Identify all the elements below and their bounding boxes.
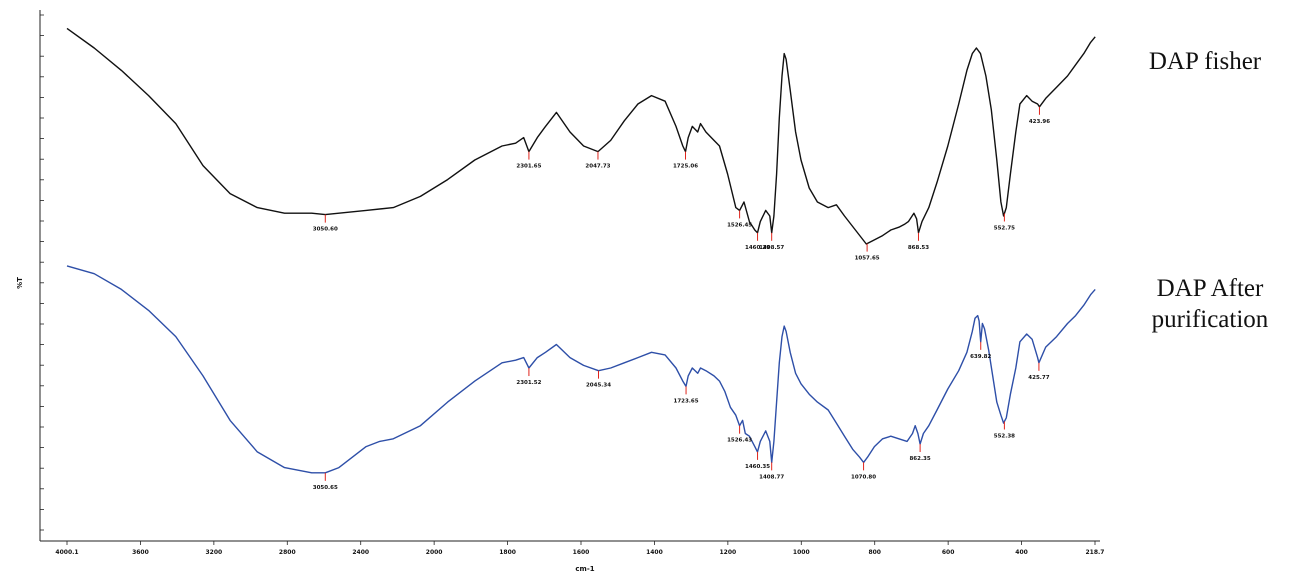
x-tick-label: 3600	[132, 549, 149, 556]
x-tick-label: 400	[1015, 549, 1028, 556]
legend-label-dap-after-purification: DAP After purification	[1130, 273, 1290, 335]
peak-label: 2047.73	[585, 164, 610, 170]
series-line-dap-fisher	[66, 27, 1096, 245]
peak-label: 639.82	[970, 354, 991, 360]
chart-peak-annotations: 3050.60 2301.65 2047.73 1725.06 1526.45 1460.…	[313, 106, 1050, 491]
y-axis-label: %T	[16, 277, 24, 289]
x-tick-label: 4000.1	[55, 549, 78, 556]
x-tick-label: 1800	[499, 549, 516, 556]
chart-curves	[66, 27, 1096, 474]
x-tick-label: 2800	[279, 549, 296, 556]
x-tick-label: 600	[942, 549, 955, 556]
peak-label: 1460.29	[745, 245, 770, 251]
peak-label: 3050.60	[313, 227, 338, 233]
peak-label: 552.75	[994, 225, 1015, 231]
x-tick-label: 218.7	[1086, 549, 1105, 556]
legend-text-after-line2: purification	[1151, 306, 1269, 333]
peak-label: 1526.45	[727, 222, 752, 228]
peak-label: 552.38	[994, 433, 1015, 439]
peak-label: 423.96	[1029, 119, 1050, 125]
peak-label: 1725.06	[673, 164, 698, 170]
peak-label: 1526.43	[727, 438, 752, 444]
legend-text-dap-fisher: DAP fisher	[1148, 48, 1262, 75]
chart-x-ticks: 4000.1 3600 3200 2800 2400 2000 1800 1600 1400 12…	[55, 541, 1104, 556]
peak-label: 862.35	[909, 456, 930, 462]
x-tick-label: 1000	[793, 549, 810, 556]
peak-label: 2301.52	[516, 380, 541, 386]
x-axis-label: cm-1	[575, 565, 594, 573]
peak-label: 2301.65	[516, 164, 541, 170]
x-tick-label: 1600	[573, 549, 590, 556]
x-tick-label: 1400	[646, 549, 663, 556]
legend-label-dap-fisher: DAP fisher	[1120, 46, 1290, 77]
peak-label: 1460.35	[745, 464, 770, 470]
x-tick-label: 3200	[206, 549, 223, 556]
peak-label: 1070.80	[851, 474, 876, 480]
series-line-dap-after-purification	[66, 265, 1096, 474]
peak-label: 1723.65	[674, 398, 699, 404]
x-tick-label: 2000	[426, 549, 443, 556]
chart-axes	[39, 10, 1100, 542]
x-tick-label: 2400	[352, 549, 369, 556]
x-tick-label: 800	[868, 549, 881, 556]
peak-label: 1057.65	[855, 256, 880, 262]
x-tick-label: 1200	[720, 549, 737, 556]
peak-label: 868.53	[908, 245, 929, 251]
peak-label: 1408.57	[759, 245, 784, 251]
peak-label: 2045.34	[586, 383, 611, 389]
legend-text-after-line1: DAP After	[1156, 275, 1264, 302]
peak-label: 425.77	[1028, 375, 1049, 381]
peak-label: 1408.77	[759, 474, 784, 480]
peak-label: 3050.65	[313, 485, 338, 491]
